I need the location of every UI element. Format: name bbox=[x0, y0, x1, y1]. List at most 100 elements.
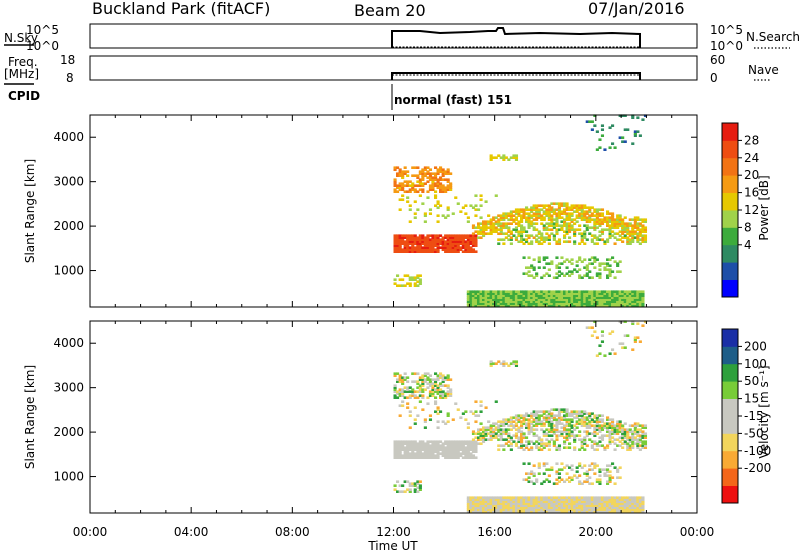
heatmap-cell bbox=[600, 436, 605, 439]
heatmap-cell bbox=[532, 214, 536, 217]
heatmap-cell bbox=[434, 166, 438, 169]
heatmap-cell bbox=[530, 290, 534, 293]
heatmap-cell bbox=[641, 296, 645, 299]
heatmap-cell bbox=[487, 496, 491, 499]
heatmap-cell bbox=[469, 292, 473, 295]
heatmap-cell bbox=[421, 384, 425, 387]
heatmap-cell bbox=[520, 436, 524, 439]
heatmap-cell bbox=[423, 182, 427, 185]
heatmap-cell bbox=[502, 496, 506, 499]
heatmap-cell bbox=[489, 504, 493, 507]
heatmap-cell bbox=[580, 502, 584, 505]
heatmap-cell bbox=[626, 230, 630, 233]
heatmap-cell bbox=[471, 508, 476, 511]
heatmap-cell bbox=[570, 502, 574, 505]
heatmap-cell bbox=[611, 220, 615, 223]
heatmap-cell bbox=[595, 448, 599, 451]
heatmap-cell bbox=[517, 506, 521, 509]
heatmap-cell bbox=[603, 220, 607, 223]
heatmap-cell bbox=[444, 186, 448, 189]
heatmap-cell bbox=[474, 230, 478, 233]
heatmap-cell bbox=[547, 216, 551, 219]
heatmap-cell bbox=[590, 238, 594, 241]
heatmap-cell bbox=[406, 390, 410, 393]
heatmap-cell bbox=[514, 414, 519, 417]
heatmap-cell bbox=[595, 432, 599, 435]
heatmap-cell bbox=[623, 302, 627, 305]
heatmap-cell bbox=[557, 472, 562, 475]
heatmap-cell bbox=[428, 176, 433, 179]
heatmap-cell bbox=[522, 434, 526, 437]
heatmap-cell bbox=[527, 498, 531, 501]
heatmap-cell bbox=[568, 418, 572, 421]
heatmap-cell bbox=[603, 302, 607, 305]
colorbar-tick-label: 12 bbox=[744, 203, 759, 217]
heatmap-cell bbox=[636, 232, 640, 235]
heatmap-cell bbox=[499, 434, 503, 437]
heatmap-cell bbox=[497, 438, 501, 441]
velocity-frame bbox=[89, 320, 698, 514]
heatmap-cell bbox=[545, 292, 549, 295]
heatmap-cell bbox=[512, 292, 516, 295]
heatmap-cell bbox=[621, 232, 625, 235]
heatmap-cell bbox=[638, 300, 642, 303]
heatmap-cell bbox=[504, 438, 508, 441]
heatmap-cell bbox=[613, 502, 617, 505]
heatmap-cell bbox=[520, 216, 524, 219]
heatmap-cell bbox=[527, 510, 531, 513]
heatmap-cell bbox=[550, 438, 554, 441]
heatmap-cell bbox=[408, 446, 412, 449]
heatmap-cell bbox=[631, 442, 635, 445]
heatmap-cell bbox=[413, 456, 417, 459]
colorbar-swatch bbox=[722, 123, 738, 141]
heatmap-cell bbox=[568, 446, 572, 449]
heatmap-cell bbox=[583, 218, 587, 221]
heatmap-cell bbox=[525, 508, 529, 511]
heatmap-cell bbox=[537, 212, 541, 215]
heatmap-cell bbox=[489, 220, 493, 223]
heatmap-cell bbox=[482, 292, 486, 295]
heatmap-cell bbox=[540, 444, 544, 447]
heatmap-cell bbox=[398, 454, 402, 457]
heatmap-cell bbox=[507, 218, 511, 221]
heatmap-cell bbox=[444, 452, 448, 455]
heatmap-cell bbox=[588, 210, 592, 213]
heatmap-cell bbox=[600, 222, 605, 225]
heatmap-cell bbox=[406, 376, 410, 379]
heatmap-cell bbox=[512, 496, 516, 499]
heatmap-cell bbox=[408, 240, 412, 243]
heatmap-cell bbox=[535, 302, 539, 305]
heatmap-cell bbox=[393, 244, 397, 247]
heatmap-cell bbox=[439, 444, 443, 447]
heatmap-cell bbox=[507, 496, 511, 499]
heatmap-cell bbox=[421, 184, 425, 187]
heatmap-cell bbox=[633, 430, 637, 433]
heatmap-cell bbox=[530, 296, 534, 299]
heatmap-cell bbox=[542, 472, 546, 475]
heatmap-cell bbox=[598, 272, 602, 275]
heatmap-cell bbox=[489, 426, 493, 429]
heatmap-cell bbox=[550, 414, 554, 417]
heatmap-cell bbox=[633, 436, 637, 439]
heatmap-cell bbox=[568, 228, 572, 231]
heatmap-cell bbox=[439, 382, 443, 385]
heatmap-cell bbox=[421, 456, 425, 459]
heatmap-cell bbox=[444, 442, 448, 445]
heatmap-cell bbox=[613, 220, 617, 223]
heatmap-cell bbox=[535, 410, 539, 413]
heatmap-cell bbox=[466, 454, 470, 457]
heatmap-cell bbox=[588, 414, 592, 417]
heatmap-cell bbox=[613, 218, 617, 221]
heatmap-cell bbox=[406, 240, 410, 243]
heatmap-cell bbox=[532, 418, 536, 421]
nave-label: Nave bbox=[748, 63, 779, 77]
heatmap-cell bbox=[626, 294, 630, 297]
heatmap-cell bbox=[525, 414, 529, 417]
heatmap-cell bbox=[570, 218, 574, 221]
heatmap-cell bbox=[499, 238, 503, 241]
heatmap-cell bbox=[471, 292, 476, 295]
heatmap-cell bbox=[504, 428, 508, 431]
heatmap-cell bbox=[557, 296, 562, 299]
heatmap-cell bbox=[603, 148, 607, 151]
heatmap-cell bbox=[428, 172, 433, 175]
